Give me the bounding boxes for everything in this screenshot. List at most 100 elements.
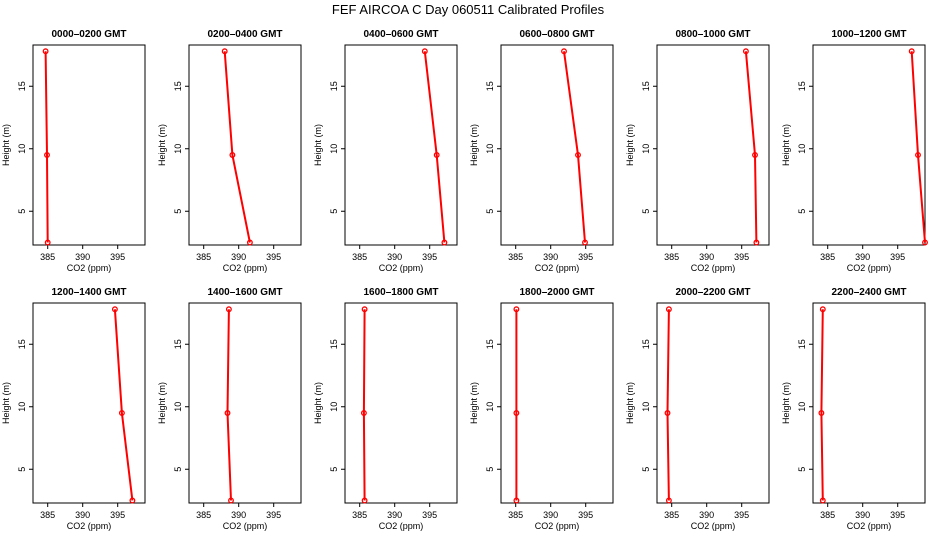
x-tick-label: 395 (734, 252, 749, 262)
profile-line (563, 51, 586, 243)
x-axis-label: CO2 (ppm) (379, 263, 424, 273)
y-tick-label: 5 (17, 467, 27, 472)
x-tick-label: 395 (890, 510, 905, 520)
y-axis-label: Height (m) (1, 382, 11, 424)
profile-point (421, 48, 428, 55)
x-axis-label: CO2 (ppm) (535, 263, 580, 273)
y-tick-label: 10 (329, 144, 339, 154)
x-tick-label: 395 (734, 510, 749, 520)
profile-line (226, 309, 232, 501)
panel-title: 0600–0800 GMT (519, 29, 594, 40)
plot-frame (656, 302, 770, 504)
panel-title: 1400–1600 GMT (207, 287, 282, 298)
panel-title: 0400–0600 GMT (363, 29, 438, 40)
x-axis-label: CO2 (ppm) (691, 521, 736, 531)
profile-line (44, 51, 49, 243)
x-tick-label: 390 (855, 252, 870, 262)
x-tick-label: 390 (699, 510, 714, 520)
y-tick-label: 5 (17, 209, 27, 214)
panel-title: 1000–1200 GMT (831, 29, 906, 40)
x-tick-label: 385 (196, 252, 211, 262)
profile-point (360, 410, 367, 416)
x-tick-label: 390 (543, 252, 558, 262)
panel-title: 0200–0400 GMT (207, 29, 282, 40)
profile-line (362, 309, 366, 501)
profile-point (513, 410, 520, 416)
y-tick-label: 15 (329, 339, 339, 349)
plot-frame (656, 44, 770, 246)
profile-line (423, 51, 446, 243)
profile-point (742, 48, 749, 55)
x-tick-label: 390 (231, 510, 246, 520)
panel-title: 0800–1000 GMT (675, 29, 750, 40)
y-tick-label: 5 (485, 209, 495, 214)
x-tick-label: 395 (266, 510, 281, 520)
y-tick-label: 5 (329, 209, 339, 214)
y-tick-label: 15 (17, 339, 27, 349)
y-tick-label: 10 (17, 402, 27, 412)
x-tick-label: 395 (266, 252, 281, 262)
y-tick-label: 5 (641, 467, 651, 472)
profile-line (744, 51, 758, 243)
x-tick-label: 395 (422, 252, 437, 262)
y-tick-label: 15 (797, 339, 807, 349)
x-tick-label: 385 (352, 510, 367, 520)
plot-frame (344, 44, 458, 246)
profile-point (228, 497, 234, 504)
x-axis-label: CO2 (ppm) (847, 263, 892, 273)
y-tick-label: 10 (17, 144, 27, 154)
panel-title: 1800–2000 GMT (519, 287, 594, 298)
y-tick-label: 10 (173, 144, 183, 154)
profile-point (361, 497, 368, 504)
plot-frame (32, 302, 146, 504)
plot-frame (500, 44, 614, 246)
x-tick-label: 385 (40, 252, 55, 262)
x-tick-label: 390 (387, 510, 402, 520)
y-tick-label: 5 (173, 209, 183, 214)
panel-title: 1600–1800 GMT (363, 287, 438, 298)
y-tick-label: 10 (485, 402, 495, 412)
profile-point (513, 306, 520, 313)
x-tick-label: 390 (699, 252, 714, 262)
x-tick-label: 385 (820, 510, 835, 520)
profile-point (433, 152, 440, 158)
x-axis-label: CO2 (ppm) (379, 521, 424, 531)
profile-point (225, 306, 232, 313)
y-axis-label: Height (m) (313, 124, 323, 166)
profile-point (819, 497, 826, 504)
x-tick-label: 390 (75, 510, 90, 520)
profile-line (910, 51, 926, 243)
profile-point (818, 410, 825, 416)
plot-frame (500, 302, 614, 504)
x-axis-label: CO2 (ppm) (67, 263, 112, 273)
y-tick-label: 5 (797, 209, 807, 214)
profile-point (752, 152, 758, 158)
x-tick-label: 385 (352, 252, 367, 262)
profile-point (575, 152, 581, 158)
profile-point (118, 410, 125, 416)
x-tick-label: 395 (110, 510, 125, 520)
plot-frame (812, 302, 926, 504)
profile-point (908, 48, 915, 55)
profile-point (513, 497, 520, 504)
profile-line (113, 309, 134, 501)
profile-point (561, 48, 567, 55)
profile-point (582, 239, 588, 246)
profile-point (915, 152, 921, 158)
y-axis-label: Height (m) (469, 124, 479, 166)
y-tick-label: 5 (329, 467, 339, 472)
x-tick-label: 385 (196, 510, 211, 520)
plot-frame (188, 44, 302, 246)
profile-line (666, 309, 670, 501)
panel-title: 0000–0200 GMT (51, 29, 126, 40)
x-tick-label: 390 (543, 510, 558, 520)
x-tick-label: 390 (387, 252, 402, 262)
y-axis-label: Height (m) (157, 382, 167, 424)
panel-title: 1200–1400 GMT (51, 287, 126, 298)
x-axis-label: CO2 (ppm) (223, 521, 268, 531)
y-axis-label: Height (m) (781, 382, 791, 424)
y-tick-label: 5 (173, 467, 183, 472)
profile-point (819, 306, 826, 313)
